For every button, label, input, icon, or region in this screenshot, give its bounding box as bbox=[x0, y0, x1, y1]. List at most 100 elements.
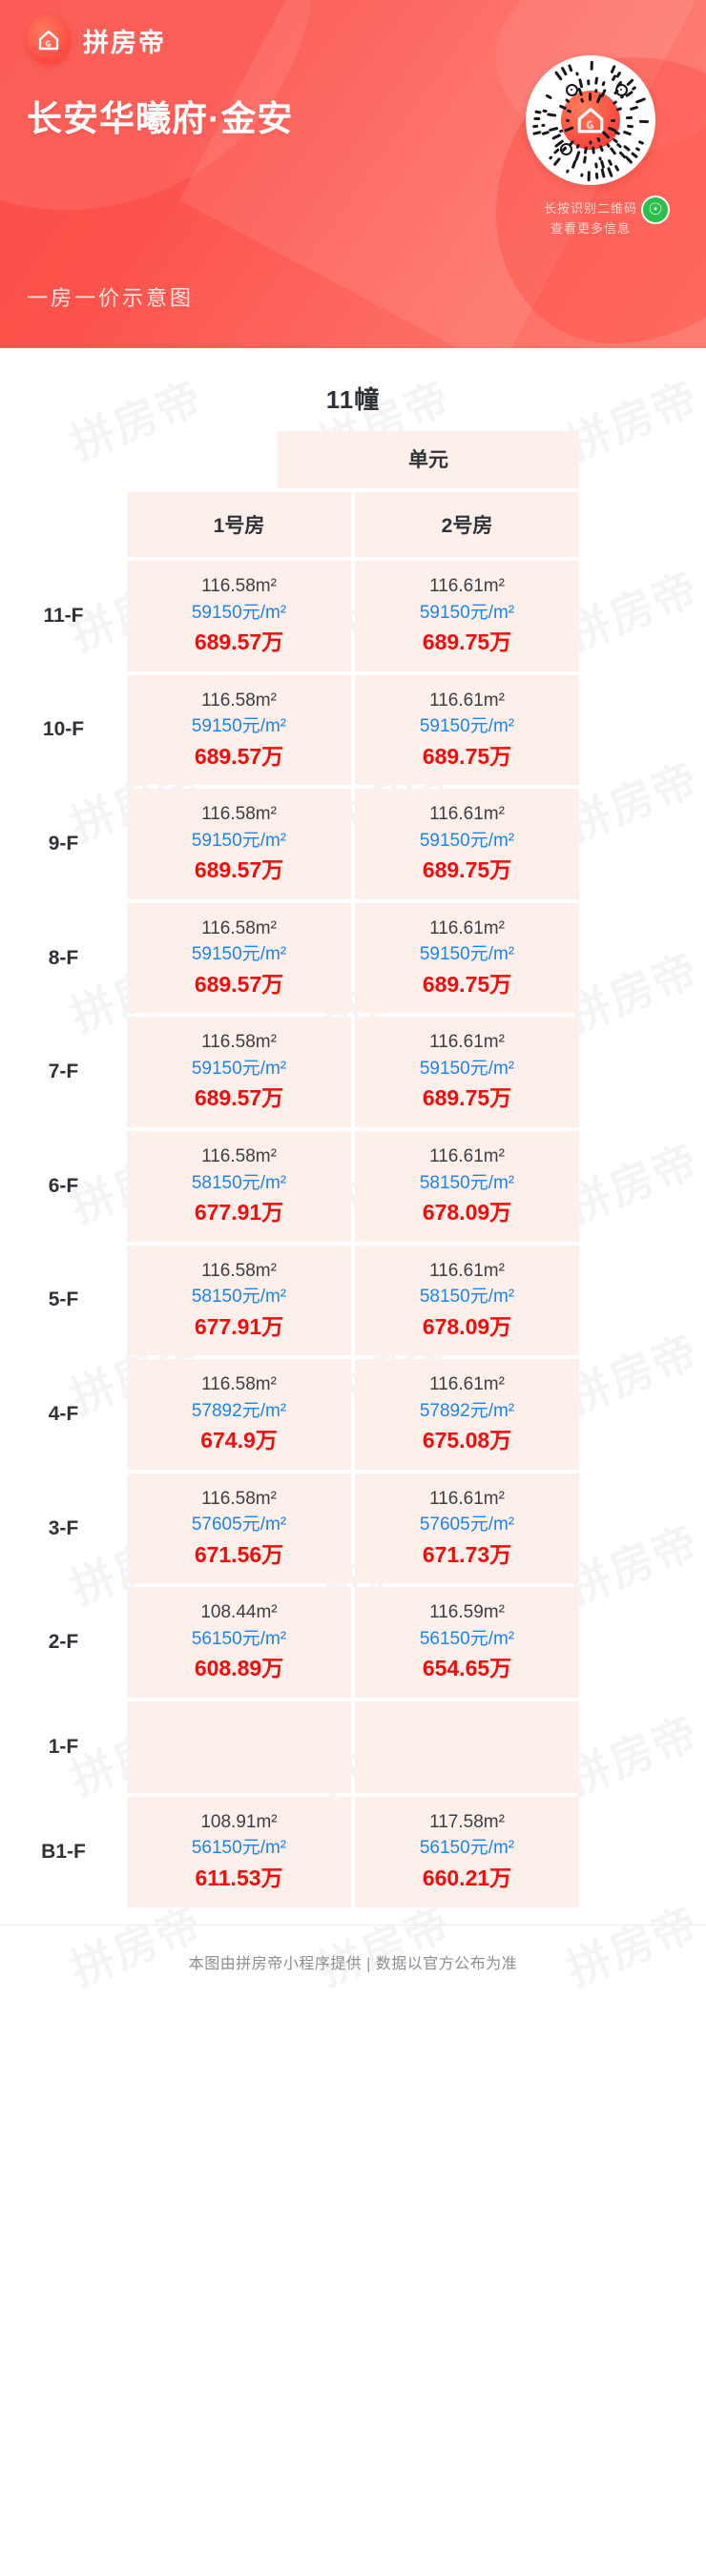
unit-cell[interactable] bbox=[355, 1700, 579, 1793]
unit-cell[interactable]: 116.61m² 57605元/m² 671.73万 bbox=[355, 1473, 579, 1584]
qr-dash bbox=[587, 171, 592, 181]
qr-dash bbox=[587, 79, 591, 86]
floor-label: 8-F bbox=[48, 946, 79, 969]
unit-area: 117.58m² bbox=[429, 1811, 505, 1832]
unit-price: 59150元/m² bbox=[191, 716, 287, 737]
qr-dash bbox=[613, 164, 620, 173]
qr-dash bbox=[637, 139, 644, 145]
qr-dash bbox=[548, 127, 559, 133]
unit-cell[interactable]: 108.44m² 56150元/m² 608.89万 bbox=[127, 1587, 351, 1698]
qr-dash bbox=[593, 76, 599, 86]
unit-area: 116.58m² bbox=[201, 804, 277, 825]
unit-area: 116.61m² bbox=[429, 917, 505, 938]
unit-cell[interactable]: 116.61m² 58150元/m² 678.09万 bbox=[355, 1245, 579, 1356]
unit-price: 57605元/m² bbox=[419, 1515, 515, 1535]
qr-dash bbox=[593, 162, 598, 169]
qr-dash bbox=[609, 146, 617, 155]
qr-dash bbox=[553, 71, 563, 81]
unit-area: 116.58m² bbox=[201, 690, 277, 711]
qr-dash bbox=[616, 107, 623, 113]
qr-dash bbox=[575, 72, 580, 76]
total-price: 671.73万 bbox=[422, 1541, 512, 1567]
total-price: 689.57万 bbox=[194, 629, 284, 655]
house-icon bbox=[27, 15, 71, 65]
table-row: 4-F 116.58m² 57892元/m² 674.9万 116.61m² 57892元… bbox=[0, 1359, 706, 1470]
qr-dash bbox=[635, 97, 646, 105]
qr-dash bbox=[592, 146, 595, 155]
qr-dash bbox=[546, 93, 553, 100]
unit-price: 59150元/m² bbox=[191, 1058, 287, 1079]
unit-cell[interactable]: 116.58m² 57605元/m² 671.56万 bbox=[127, 1473, 351, 1584]
total-price: 674.9万 bbox=[200, 1428, 278, 1453]
brand-logo[interactable]: 拼房帝 bbox=[27, 15, 166, 65]
unit-cell[interactable]: 116.61m² 57892元/m² 675.08万 bbox=[355, 1359, 579, 1470]
qr-dash bbox=[560, 66, 568, 76]
qr-dash bbox=[626, 78, 634, 87]
unit-cell[interactable]: 116.61m² 59150元/m² 689.75万 bbox=[355, 561, 579, 671]
unit-area: 116.61m² bbox=[429, 1374, 505, 1395]
unit-cell[interactable]: 116.61m² 59150元/m² 689.75万 bbox=[355, 1017, 579, 1127]
table-row: 8-F 116.58m² 59150元/m² 689.57万 116.61m² 59150… bbox=[0, 902, 706, 1014]
qr-block[interactable]: ☉ 长按识别二维码 查看更多信息 bbox=[506, 55, 675, 239]
price-table-area: 拼房帝拼房帝拼房帝拼房帝拼房帝拼房帝拼房帝拼房帝拼房帝拼房帝拼房帝拼房帝拼房帝拼… bbox=[0, 348, 706, 2021]
qr-caption-line2: 查看更多信息 bbox=[550, 221, 631, 237]
unit-area: 116.61m² bbox=[429, 1145, 505, 1166]
floor-label: 3-F bbox=[48, 1516, 79, 1539]
unit-area: 116.58m² bbox=[201, 917, 277, 938]
unit-cell[interactable]: 116.61m² 59150元/m² 689.75万 bbox=[355, 674, 579, 786]
floor-label: 2-F bbox=[48, 1631, 79, 1654]
unit-price: 57892元/m² bbox=[191, 1400, 287, 1421]
qr-dash bbox=[634, 146, 641, 152]
total-price: 689.75万 bbox=[422, 1085, 512, 1111]
unit-area: 116.61m² bbox=[429, 1260, 505, 1281]
unit-cell[interactable]: 108.91m² 56150元/m² 611.53万 bbox=[127, 1796, 351, 1907]
unit-row-spacer bbox=[0, 431, 278, 488]
unit-cell[interactable]: 116.58m² 58150元/m² 677.91万 bbox=[127, 1130, 351, 1242]
unit-cell[interactable]: 116.58m² 59150元/m² 689.57万 bbox=[127, 561, 351, 671]
unit-header-row: 单元 bbox=[0, 431, 706, 488]
qr-dash bbox=[610, 64, 616, 74]
unit-price: 59150元/m² bbox=[191, 830, 287, 851]
qr-code-circular[interactable] bbox=[526, 55, 655, 185]
unit-cell[interactable]: 116.58m² 59150元/m² 689.57万 bbox=[127, 1017, 351, 1127]
unit-cell[interactable]: 116.58m² 59150元/m² 689.57万 bbox=[127, 674, 351, 786]
unit-area: 116.58m² bbox=[201, 1488, 277, 1509]
qr-dash bbox=[542, 130, 550, 135]
total-price: 671.56万 bbox=[194, 1541, 284, 1567]
unit-cell[interactable]: 116.58m² 58150元/m² 677.91万 bbox=[127, 1245, 351, 1356]
qr-dash bbox=[589, 140, 592, 145]
footer-note: 本图由拼房帝小程序提供 | 数据以官方公布为准 bbox=[0, 1924, 706, 2011]
column-header-row: 1号房 2号房 bbox=[0, 492, 706, 557]
table-row: 10-F 116.58m² 59150元/m² 689.57万 116.61m² 5915… bbox=[0, 674, 706, 786]
qr-dash bbox=[615, 142, 622, 149]
total-price: 689.57万 bbox=[194, 971, 284, 997]
unit-cell[interactable]: 116.61m² 58150元/m² 678.09万 bbox=[355, 1130, 579, 1242]
unit-cell[interactable]: 116.61m² 59150元/m² 689.75万 bbox=[355, 902, 579, 1014]
unit-area: 116.58m² bbox=[201, 1145, 277, 1166]
qr-dash bbox=[610, 118, 616, 122]
unit-price: 57605元/m² bbox=[191, 1515, 287, 1535]
unit-price: 56150元/m² bbox=[419, 1628, 515, 1649]
unit-cell[interactable]: 116.58m² 59150元/m² 689.57万 bbox=[127, 789, 351, 899]
floor-label: 10-F bbox=[42, 718, 85, 741]
qr-dash bbox=[583, 146, 588, 155]
unit-cell[interactable]: 116.59m² 56150元/m² 654.65万 bbox=[355, 1587, 579, 1698]
floor-label: 1-F bbox=[48, 1735, 79, 1758]
table-row: 2-F 108.44m² 56150元/m² 608.89万 116.59m² 56150… bbox=[0, 1587, 706, 1698]
unit-area: 116.58m² bbox=[201, 1260, 277, 1281]
unit-price: 57892元/m² bbox=[419, 1400, 515, 1421]
qr-dash bbox=[626, 124, 634, 128]
qr-dash bbox=[600, 159, 606, 169]
qr-dash bbox=[600, 168, 606, 178]
unit-area: 116.59m² bbox=[429, 1602, 505, 1623]
qr-dash bbox=[626, 116, 633, 120]
qr-dash bbox=[552, 156, 561, 167]
unit-cell[interactable]: 116.61m² 59150元/m² 689.75万 bbox=[355, 789, 579, 899]
total-price: 677.91万 bbox=[194, 1313, 284, 1339]
unit-cell[interactable]: 116.58m² 57892元/m² 674.9万 bbox=[127, 1359, 351, 1470]
unit-cell[interactable]: 116.58m² 59150元/m² 689.57万 bbox=[127, 902, 351, 1014]
unit-cell[interactable]: 117.58m² 56150元/m² 660.21万 bbox=[355, 1796, 579, 1907]
total-price: 689.57万 bbox=[194, 1085, 284, 1111]
unit-cell[interactable] bbox=[127, 1700, 351, 1793]
total-price: 677.91万 bbox=[194, 1200, 284, 1226]
